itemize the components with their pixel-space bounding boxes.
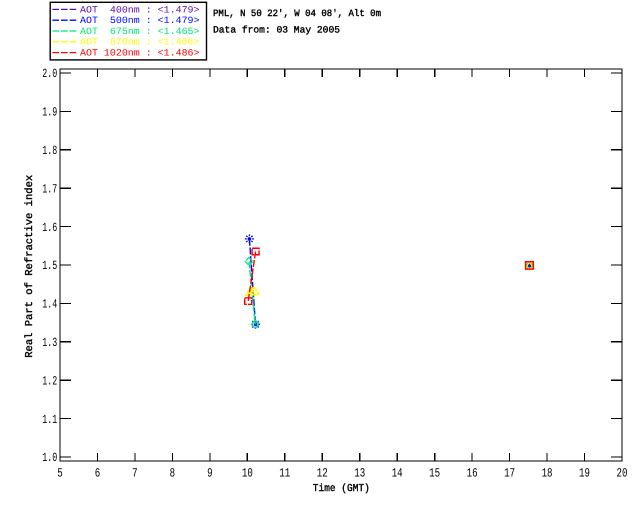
svg-text:7: 7: [132, 467, 138, 481]
svg-text:AOT 870nm : <1.466>: AOT 870nm : <1.466>: [80, 37, 200, 48]
svg-text:PML, N 50 22', W 04 08', Alt 0: PML, N 50 22', W 04 08', Alt 0m: [213, 8, 381, 19]
svg-text:17: 17: [504, 467, 515, 481]
svg-text:Time (GMT): Time (GMT): [313, 483, 370, 495]
svg-text:6: 6: [95, 467, 101, 481]
svg-text:AOT 1020nm : <1.486>: AOT 1020nm : <1.486>: [80, 48, 200, 59]
svg-text:1.3: 1.3: [42, 336, 57, 350]
svg-text:9: 9: [207, 467, 213, 481]
svg-text:AOT 500nm : <1.479>: AOT 500nm : <1.479>: [80, 15, 200, 26]
svg-text:1.1: 1.1: [42, 413, 57, 427]
svg-text:AOT 675nm : <1.465>: AOT 675nm : <1.465>: [80, 26, 200, 37]
svg-text:AOT 400nm : <1.479>: AOT 400nm : <1.479>: [80, 4, 200, 15]
svg-text:5: 5: [57, 467, 63, 481]
svg-text:1.6: 1.6: [42, 221, 57, 235]
svg-text:10: 10: [242, 467, 253, 481]
svg-text:8: 8: [170, 467, 176, 481]
svg-text:19: 19: [579, 467, 590, 481]
svg-text:13: 13: [354, 467, 365, 481]
svg-text:12: 12: [317, 467, 328, 481]
svg-text:1.5: 1.5: [42, 259, 57, 273]
svg-text:16: 16: [467, 467, 478, 481]
svg-text:1.4: 1.4: [42, 298, 57, 312]
svg-text:11: 11: [279, 467, 290, 481]
svg-text:15: 15: [429, 467, 440, 481]
svg-text:1.2: 1.2: [42, 374, 57, 388]
svg-text:2.0: 2.0: [42, 67, 57, 81]
svg-text:1.9: 1.9: [42, 106, 57, 120]
svg-text:20: 20: [617, 467, 628, 481]
svg-text:1.7: 1.7: [42, 182, 57, 196]
svg-text:1.8: 1.8: [42, 144, 57, 158]
svg-text:Real Part of Refractive index: Real Part of Refractive index: [24, 175, 36, 358]
svg-text:18: 18: [542, 467, 553, 481]
svg-text:Data from: 03 May 2005: Data from: 03 May 2005: [213, 25, 340, 36]
svg-text:1.0: 1.0: [42, 451, 57, 465]
svg-text:14: 14: [392, 467, 403, 481]
